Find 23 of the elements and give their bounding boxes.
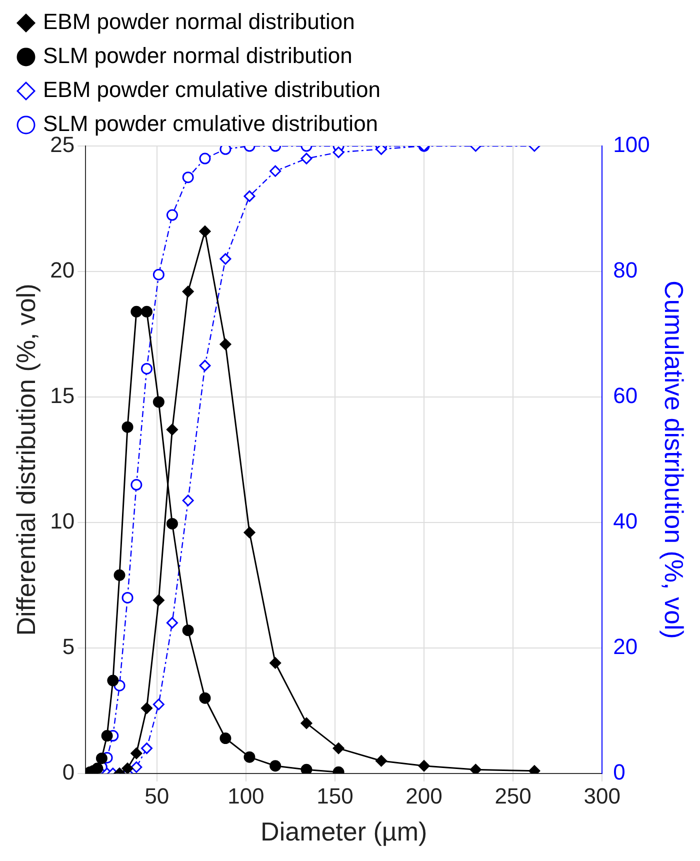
y-axis-title: Differential distribution (%, vol) (10, 284, 41, 636)
x-tick-label: 150 (316, 784, 354, 809)
y-tick-label: 20 (50, 258, 75, 283)
y2-tick-label: 80 (613, 258, 638, 283)
y-tick-label: 5 (62, 634, 75, 659)
y-tick-label: 10 (50, 508, 75, 534)
y2-tick-label: 20 (613, 634, 638, 659)
x-tick-label: 200 (406, 784, 442, 809)
x-tick-label: 50 (144, 784, 170, 809)
y2-tick-label: 0 (613, 759, 626, 784)
y2-axis-title: Cumulative distribution (%, vol) (659, 280, 690, 639)
legend-label: EBM powder normal distribution (43, 9, 355, 34)
legend-label: EBM powder cmulative distribution (43, 77, 380, 102)
y2-tick-label: 60 (613, 383, 638, 408)
y-tick-label: 15 (50, 383, 75, 408)
x-tick-label: 300 (584, 784, 620, 809)
y2-tick-label: 100 (613, 132, 650, 158)
x-tick-label: 100 (228, 784, 264, 809)
legend-label: SLM powder normal distribution (43, 43, 352, 68)
y-tick-label: 0 (62, 759, 75, 784)
x-tick-label: 250 (494, 784, 532, 809)
y2-tick-label: 40 (613, 508, 638, 534)
x-axis-title: Diameter (µm) (260, 816, 428, 847)
